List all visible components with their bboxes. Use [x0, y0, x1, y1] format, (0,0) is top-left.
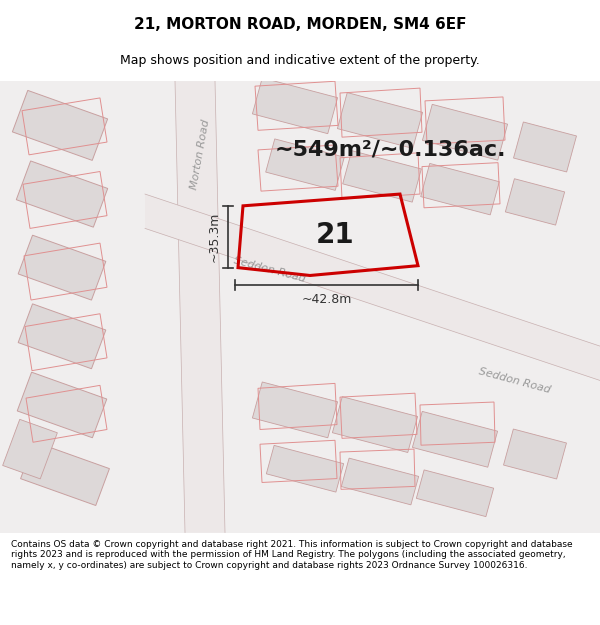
- Polygon shape: [332, 397, 418, 452]
- Polygon shape: [416, 470, 494, 517]
- Polygon shape: [17, 372, 107, 438]
- Polygon shape: [266, 139, 344, 191]
- Polygon shape: [20, 442, 109, 506]
- Polygon shape: [343, 151, 421, 202]
- Polygon shape: [412, 411, 497, 468]
- Polygon shape: [2, 419, 58, 479]
- Polygon shape: [16, 161, 108, 227]
- Polygon shape: [18, 304, 106, 369]
- Polygon shape: [253, 78, 338, 134]
- Text: ~35.3m: ~35.3m: [208, 211, 221, 262]
- Polygon shape: [421, 163, 499, 215]
- Text: Seddon Road: Seddon Road: [233, 255, 307, 284]
- Polygon shape: [175, 81, 225, 532]
- Polygon shape: [145, 194, 600, 381]
- Polygon shape: [341, 458, 419, 505]
- Text: Map shows position and indicative extent of the property.: Map shows position and indicative extent…: [120, 54, 480, 68]
- Polygon shape: [505, 179, 565, 225]
- Text: Seddon Road: Seddon Road: [478, 366, 552, 395]
- Text: Morton Road: Morton Road: [189, 119, 211, 191]
- Text: Contains OS data © Crown copyright and database right 2021. This information is : Contains OS data © Crown copyright and d…: [11, 540, 572, 570]
- Polygon shape: [253, 382, 338, 438]
- Polygon shape: [266, 446, 344, 492]
- Text: 21: 21: [316, 221, 355, 249]
- Polygon shape: [13, 91, 107, 161]
- Polygon shape: [18, 235, 106, 300]
- Polygon shape: [503, 429, 566, 479]
- Polygon shape: [514, 122, 577, 172]
- Text: ~42.8m: ~42.8m: [301, 292, 352, 306]
- Polygon shape: [337, 92, 422, 148]
- Polygon shape: [422, 104, 508, 160]
- Text: ~549m²/~0.136ac.: ~549m²/~0.136ac.: [274, 140, 506, 160]
- Text: 21, MORTON ROAD, MORDEN, SM4 6EF: 21, MORTON ROAD, MORDEN, SM4 6EF: [134, 17, 466, 32]
